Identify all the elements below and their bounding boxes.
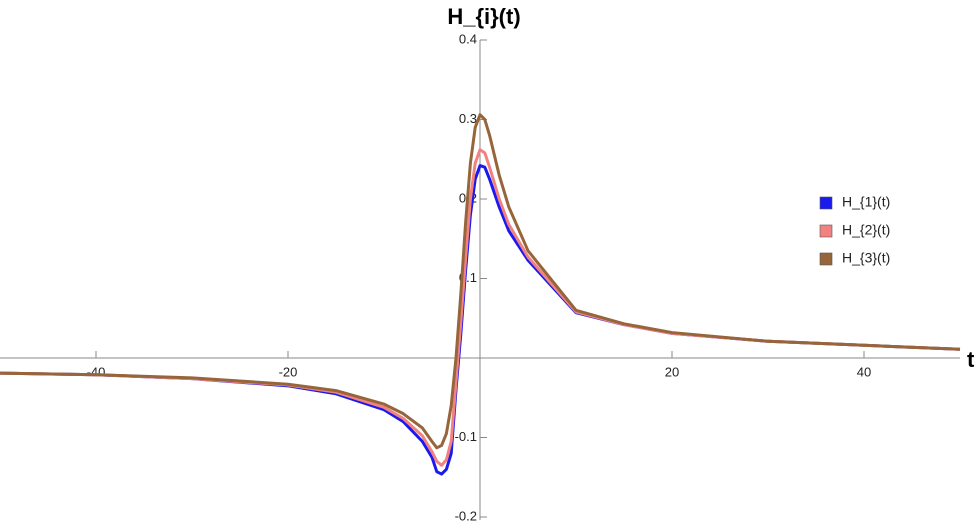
x-axis-title: t bbox=[967, 347, 975, 372]
x-tick-label: -20 bbox=[279, 364, 298, 379]
legend-swatch bbox=[819, 196, 833, 210]
legend-swatch bbox=[819, 224, 833, 238]
legend-label: H_{3}(t) bbox=[842, 250, 890, 266]
x-tick-label: 20 bbox=[665, 364, 679, 379]
y-tick-label: -0.1 bbox=[455, 429, 477, 444]
x-tick-label: 40 bbox=[857, 364, 871, 379]
legend-label: H_{2}(t) bbox=[842, 222, 890, 238]
legend-label: H_{1}(t) bbox=[842, 194, 890, 210]
series-line bbox=[0, 113, 961, 450]
y-tick-label: -0.2 bbox=[455, 508, 477, 523]
y-axis-title: H_{i}(t) bbox=[447, 4, 520, 29]
y-tick-label: 0.4 bbox=[459, 31, 477, 46]
legend-swatch bbox=[819, 252, 833, 266]
y-tick-label: 0.3 bbox=[459, 111, 477, 126]
x-tick-label: -40 bbox=[87, 364, 106, 379]
